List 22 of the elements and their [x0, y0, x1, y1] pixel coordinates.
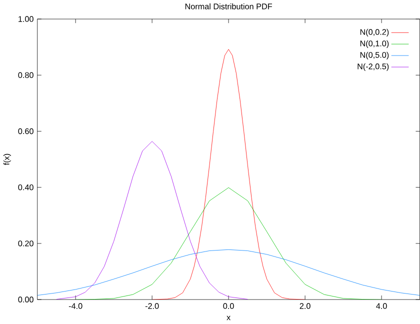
- y-axis-title: f(x): [3, 154, 11, 166]
- y-tick-label: 0.40: [18, 184, 34, 190]
- line-series: [37, 250, 420, 296]
- x-tick-label: 4.0: [376, 303, 387, 310]
- legend-label: N(0,0.2): [360, 29, 389, 37]
- legend-label: N(-2,0.5): [358, 64, 389, 72]
- y-tick-label: 0.60: [18, 128, 34, 134]
- y-tick-label: 1.00: [18, 16, 34, 22]
- y-tick-label: 0.00: [18, 296, 34, 303]
- y-tick-label: 0.80: [18, 72, 34, 78]
- x-tick-label: -2.0: [145, 303, 159, 310]
- line-series: [152, 49, 306, 300]
- x-tick-label: -4.0: [68, 303, 82, 310]
- y-tick-label: 0.20: [18, 240, 34, 247]
- chart-title: Normal Distribution PDF: [185, 4, 272, 10]
- x-tick-label: 0.0: [223, 303, 234, 310]
- x-axis-title: x: [226, 316, 231, 320]
- line-series: [56, 141, 248, 300]
- legend-label: N(0,1.0): [360, 40, 389, 48]
- legend-label: N(0,5.0): [360, 52, 389, 60]
- x-tick-label: 2.0: [300, 303, 310, 310]
- line-series: [75, 188, 382, 300]
